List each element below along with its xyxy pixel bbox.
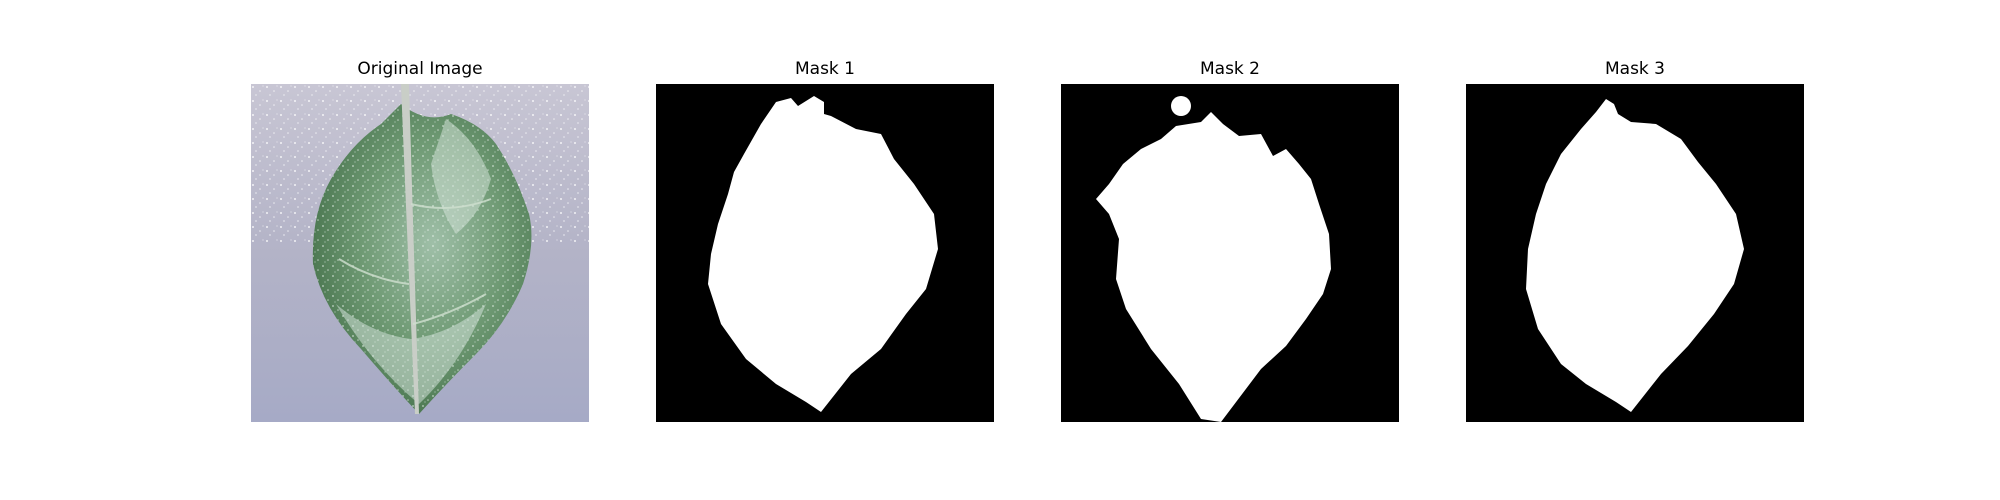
mask-1-panel: Mask 1 xyxy=(656,58,994,422)
mask-1-image xyxy=(656,84,994,422)
mask-2-title: Mask 2 xyxy=(1199,59,1260,79)
original-image xyxy=(251,84,589,422)
mask-3-title: Mask 3 xyxy=(1604,59,1665,79)
mask-3-image xyxy=(1466,84,1804,422)
mask-2-panel: Mask 2 xyxy=(1061,58,1399,422)
mask-1-title: Mask 1 xyxy=(794,59,855,79)
mask-2-image xyxy=(1061,84,1399,422)
original-image-panel: Original Image xyxy=(251,58,589,422)
mask-3-panel: Mask 3 xyxy=(1466,58,1804,422)
original-image-title: Original Image xyxy=(357,59,483,79)
